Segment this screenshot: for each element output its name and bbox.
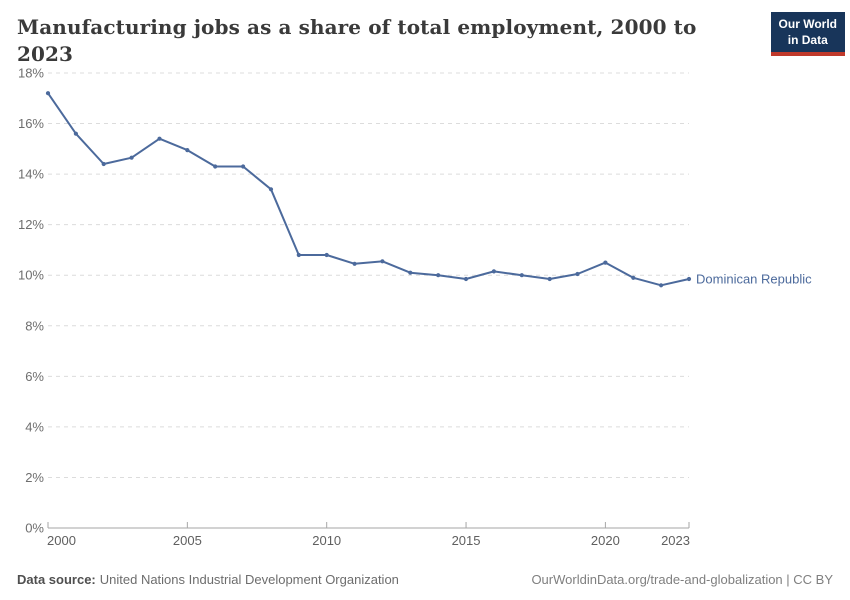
y-tick-label: 14%: [18, 167, 44, 182]
data-point[interactable]: [157, 136, 162, 141]
y-tick-label: 8%: [25, 318, 44, 333]
x-tick-label: 2000: [47, 533, 76, 548]
y-tick-label: 18%: [18, 66, 44, 81]
data-point[interactable]: [185, 148, 190, 153]
data-source-label: Data source:: [17, 572, 96, 587]
data-point[interactable]: [463, 276, 469, 282]
y-tick-label: 12%: [18, 217, 44, 232]
y-tick-label: 2%: [25, 470, 44, 485]
chart-title: Manufacturing jobs as a share of total e…: [17, 15, 697, 66]
data-point[interactable]: [659, 283, 664, 288]
data-point[interactable]: [296, 252, 301, 258]
x-tick-label: 2023: [661, 533, 690, 548]
data-point[interactable]: [213, 164, 218, 169]
data-point[interactable]: [436, 273, 441, 278]
y-tick-label: 10%: [18, 268, 44, 283]
data-point[interactable]: [129, 155, 134, 160]
series-label[interactable]: Dominican Republic: [696, 272, 812, 287]
credit-link[interactable]: OurWorldinData.org/trade-and-globalizati…: [531, 572, 833, 587]
data-point[interactable]: [491, 269, 496, 274]
data-point[interactable]: [686, 276, 692, 282]
y-tick-label: 16%: [18, 116, 44, 131]
owid-logo-line1: Our World: [778, 17, 837, 31]
data-point[interactable]: [241, 164, 246, 169]
data-point[interactable]: [519, 273, 524, 278]
data-point[interactable]: [324, 252, 329, 258]
data-point[interactable]: [73, 131, 78, 136]
line-chart: 0% 2% 4% 6% 8% 10% 12% 14% 16% 18% 2000 2005 2010 201…: [18, 66, 812, 549]
data-point[interactable]: [380, 259, 385, 264]
data-point[interactable]: [45, 91, 51, 96]
x-tick-label: 2010: [312, 533, 341, 548]
x-tick-label: 2015: [452, 533, 481, 548]
data-point[interactable]: [547, 276, 552, 282]
owid-logo-line2: in Data: [787, 32, 828, 47]
y-tick-label: 4%: [25, 419, 44, 434]
data-point[interactable]: [575, 271, 580, 277]
y-tick-label: 0%: [25, 521, 44, 536]
data-point[interactable]: [268, 187, 274, 192]
trend-line[interactable]: [47, 92, 690, 287]
data-source-value: United Nations Industrial Development Or…: [99, 572, 399, 587]
x-tick-label: 2005: [173, 533, 202, 548]
data-point[interactable]: [352, 261, 357, 266]
data-point[interactable]: [603, 260, 608, 265]
x-tick-label: 2020: [591, 533, 620, 548]
owid-logo[interactable]: Our World in Data: [770, 12, 845, 57]
y-tick-label: 6%: [25, 369, 44, 384]
chart-footer: Data source: United Nations Industrial De…: [17, 572, 833, 587]
data-point[interactable]: [408, 270, 413, 275]
data-source: Data source: United Nations Industrial De…: [17, 572, 399, 587]
data-point[interactable]: [631, 275, 636, 280]
data-point[interactable]: [101, 161, 106, 167]
